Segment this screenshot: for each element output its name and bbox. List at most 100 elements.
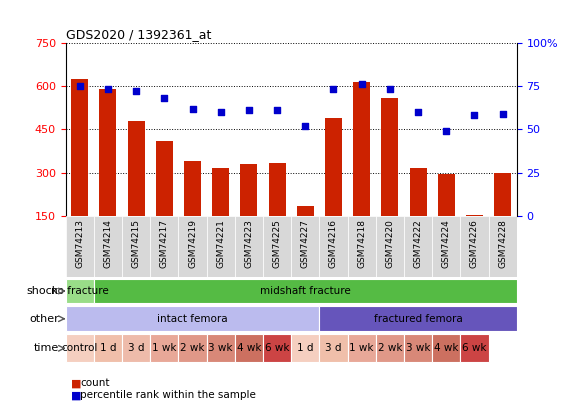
Bar	[325, 118, 342, 216]
Bar	[404, 334, 432, 362]
Bar	[122, 334, 150, 362]
Bar	[66, 216, 94, 277]
Point	[244, 107, 254, 113]
Text: GSM74222: GSM74222	[413, 219, 423, 268]
Text: GSM74224: GSM74224	[442, 219, 451, 268]
Text: GSM74217: GSM74217	[160, 219, 169, 268]
Point	[160, 95, 169, 101]
Bar	[376, 334, 404, 362]
Text: fractured femora: fractured femora	[373, 314, 463, 324]
Text: 1 d: 1 d	[297, 343, 313, 353]
Text: 1 wk: 1 wk	[349, 343, 374, 353]
Bar	[207, 216, 235, 277]
Text: GSM74225: GSM74225	[272, 219, 282, 268]
Bar	[381, 98, 399, 216]
Bar	[494, 173, 511, 216]
Text: GSM74219: GSM74219	[188, 219, 197, 268]
Bar	[94, 216, 122, 277]
Bar	[460, 334, 489, 362]
Point	[442, 128, 451, 134]
Text: GSM74218: GSM74218	[357, 219, 366, 268]
Text: no fracture: no fracture	[51, 286, 108, 296]
Bar	[319, 306, 517, 331]
Bar	[291, 216, 319, 277]
Bar	[291, 334, 319, 362]
Point	[75, 83, 85, 89]
Bar	[269, 163, 286, 216]
Text: 6 wk: 6 wk	[462, 343, 486, 353]
Text: GSM74226: GSM74226	[470, 219, 479, 268]
Point	[385, 86, 395, 93]
Bar	[178, 216, 207, 277]
Bar	[404, 216, 432, 277]
Point	[188, 105, 197, 112]
Point	[272, 107, 282, 113]
Point	[103, 86, 112, 93]
Text: other: other	[29, 314, 59, 324]
Bar	[489, 216, 517, 277]
Bar	[235, 334, 263, 362]
Bar	[319, 334, 348, 362]
Text: GSM74228: GSM74228	[498, 219, 507, 268]
Point	[357, 81, 366, 87]
Point	[329, 86, 338, 93]
Text: time: time	[34, 343, 59, 353]
Bar	[150, 216, 178, 277]
Bar	[240, 164, 258, 216]
Text: 1 wk: 1 wk	[152, 343, 176, 353]
Text: ■: ■	[71, 390, 82, 400]
Bar	[432, 216, 460, 277]
Text: 3 d: 3 d	[128, 343, 144, 353]
Text: GSM74221: GSM74221	[216, 219, 225, 268]
Bar	[94, 334, 122, 362]
Text: 3 wk: 3 wk	[208, 343, 233, 353]
Text: ■: ■	[71, 378, 82, 388]
Bar	[438, 174, 455, 216]
Bar	[66, 306, 319, 331]
Bar	[348, 334, 376, 362]
Text: 6 wk: 6 wk	[265, 343, 289, 353]
Bar	[66, 334, 94, 362]
Text: percentile rank within the sample: percentile rank within the sample	[80, 390, 256, 400]
Bar	[156, 141, 173, 216]
Bar	[66, 279, 94, 303]
Bar	[99, 89, 116, 216]
Point	[498, 111, 507, 117]
Text: 4 wk: 4 wk	[434, 343, 459, 353]
Text: GSM74223: GSM74223	[244, 219, 254, 268]
Bar	[263, 334, 291, 362]
Bar	[297, 206, 314, 216]
Text: intact femora: intact femora	[157, 314, 228, 324]
Bar	[409, 168, 427, 216]
Text: GSM74214: GSM74214	[103, 219, 112, 268]
Bar	[319, 216, 348, 277]
Point	[301, 123, 310, 129]
Point	[413, 109, 423, 115]
Text: 3 wk: 3 wk	[406, 343, 431, 353]
Text: 4 wk: 4 wk	[236, 343, 261, 353]
Bar	[460, 216, 489, 277]
Text: midshaft fracture: midshaft fracture	[260, 286, 351, 296]
Bar	[466, 215, 483, 216]
Bar	[71, 79, 89, 216]
Bar	[122, 216, 150, 277]
Bar	[207, 334, 235, 362]
Text: 3 d: 3 d	[325, 343, 342, 353]
Point	[131, 88, 140, 94]
Bar	[263, 216, 291, 277]
Text: GSM74227: GSM74227	[301, 219, 310, 268]
Text: 2 wk: 2 wk	[377, 343, 402, 353]
Text: GSM74215: GSM74215	[132, 219, 140, 268]
Bar	[212, 168, 229, 216]
Bar	[376, 216, 404, 277]
Text: GDS2020 / 1392361_at: GDS2020 / 1392361_at	[66, 28, 211, 41]
Text: control: control	[62, 343, 98, 353]
Text: GSM74213: GSM74213	[75, 219, 85, 268]
Bar	[432, 334, 460, 362]
Bar	[353, 81, 370, 216]
Text: shock: shock	[27, 286, 59, 296]
Bar	[178, 334, 207, 362]
Point	[216, 109, 226, 115]
Bar	[128, 121, 144, 216]
Bar	[150, 334, 178, 362]
